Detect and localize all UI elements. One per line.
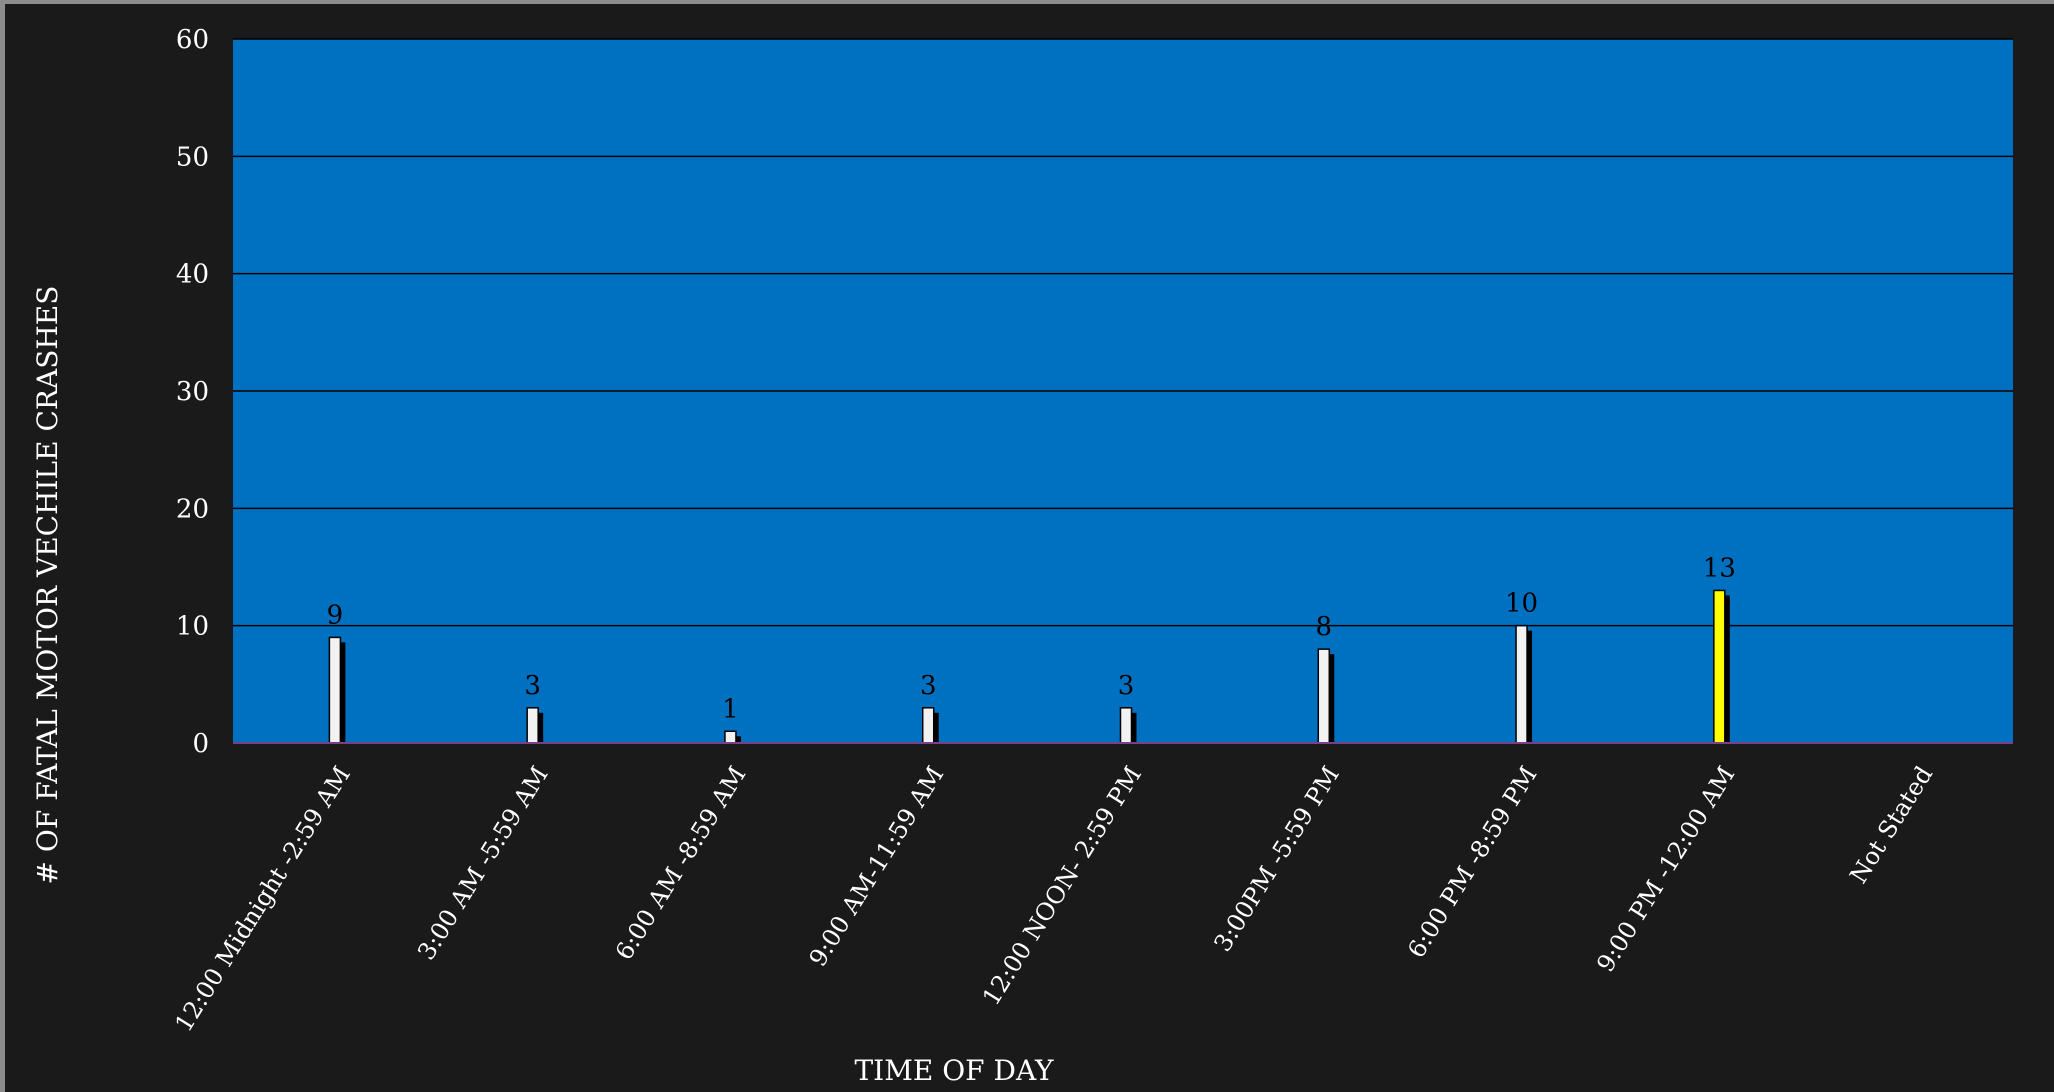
bar bbox=[1119, 707, 1133, 744]
category-label: 9:00 PM -12:00 AM bbox=[1591, 761, 1740, 977]
y-tick-label: 30 bbox=[176, 377, 209, 407]
bar bbox=[1317, 648, 1331, 744]
category-label: 3:00 AM -5:59 AM bbox=[412, 761, 554, 965]
data-label: 1 bbox=[722, 694, 739, 724]
data-label: 10 bbox=[1505, 589, 1538, 619]
category-label: 9:00 AM-11:59 AM bbox=[804, 761, 950, 971]
y-axis-ticks: 0 10 20 30 40 50 60 bbox=[176, 25, 209, 759]
category-label: 12:00 NOON- 2:59 PM bbox=[977, 761, 1147, 1010]
category-label: 6:00 AM -8:59 AM bbox=[610, 761, 752, 965]
bar bbox=[724, 730, 737, 744]
gridlines bbox=[233, 38, 2013, 627]
x-axis-categories: 12:00 Midnight -2:59 AM 3:00 AM -5:59 AM 6… bbox=[169, 761, 1938, 1036]
y-axis-title: # OF FATAL MOTOR VECHILE CRASHES bbox=[31, 286, 64, 885]
x-axis-title: TIME OF DAY bbox=[854, 1054, 1054, 1087]
data-label: 3 bbox=[1118, 671, 1135, 701]
y-tick-label: 10 bbox=[176, 612, 209, 642]
data-label: 13 bbox=[1703, 553, 1736, 583]
y-tick-label: 60 bbox=[176, 25, 209, 55]
category-label: 6:00 PM -8:59 PM bbox=[1402, 761, 1542, 963]
category-label: Not Stated bbox=[1844, 761, 1938, 888]
data-label: 8 bbox=[1316, 612, 1333, 642]
y-tick-label: 40 bbox=[176, 260, 209, 290]
category-label: 12:00 Midnight -2:59 AM bbox=[169, 761, 356, 1036]
bar bbox=[328, 636, 342, 744]
data-label: 9 bbox=[327, 600, 344, 630]
y-tick-label: 50 bbox=[176, 142, 209, 172]
bar bbox=[921, 707, 935, 744]
data-label: 3 bbox=[524, 671, 541, 701]
y-tick-label: 0 bbox=[192, 729, 209, 759]
data-label: 3 bbox=[920, 671, 937, 701]
bar bbox=[1515, 624, 1528, 744]
bar bbox=[526, 707, 539, 744]
category-label: 3:00PM -5:59 PM bbox=[1208, 761, 1344, 956]
bar bbox=[1713, 589, 1726, 744]
y-tick-label: 20 bbox=[176, 494, 209, 524]
